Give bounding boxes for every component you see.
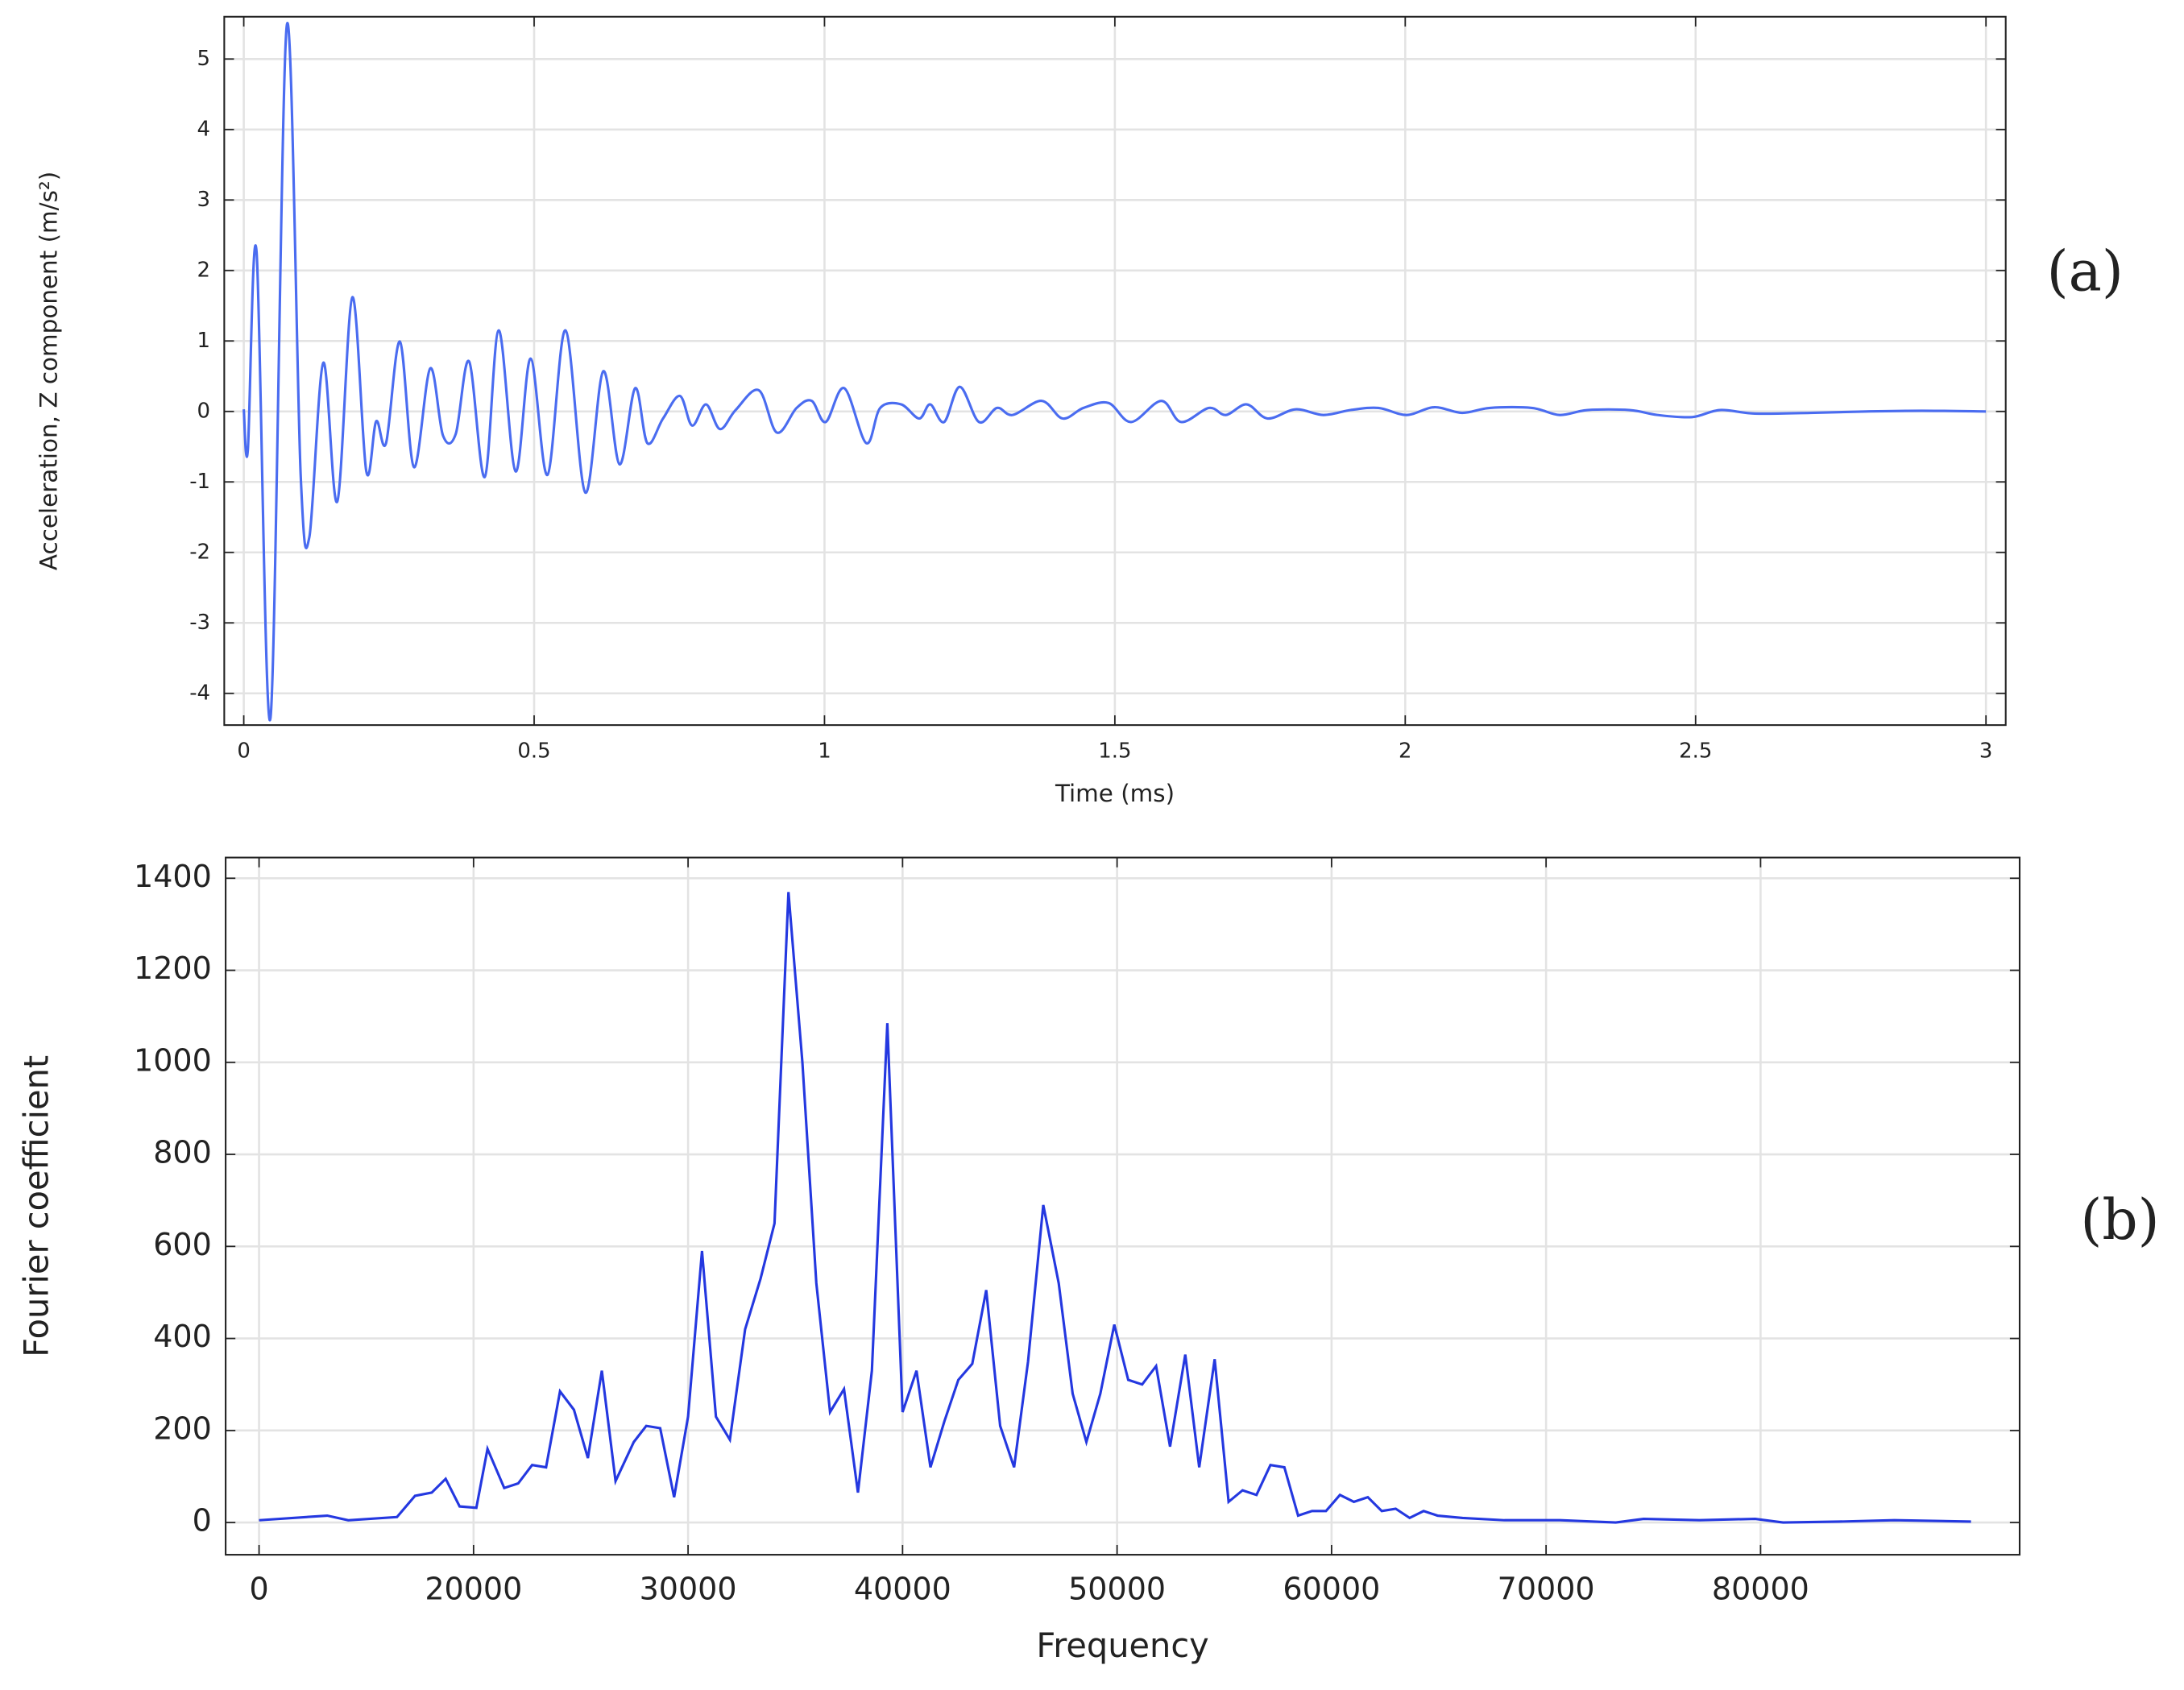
x-tick-label: 3 [1979,739,1993,764]
y-tick-label: 5 [197,47,211,71]
y-tick-label: 200 [153,1410,212,1446]
panel-label: (b) [2080,1188,2159,1253]
y-tick-label: -3 [189,611,210,635]
x-tick-label: 60000 [1283,1572,1380,1607]
y-tick-label: 4 [197,117,211,141]
x-tick-label: 1.5 [1098,739,1131,764]
plot-frame [225,856,2021,1556]
x-tick-label: 50000 [1068,1572,1166,1607]
y-tick-label: 800 [153,1135,212,1170]
y-tick-label: -1 [189,470,210,494]
x-tick-label: 0 [237,739,251,764]
x-tick-label: 20000 [425,1572,522,1607]
y-tick-label: -2 [189,540,210,564]
x-tick-label: 2.5 [1679,739,1712,764]
y-tick-label: 1400 [134,859,212,894]
y-tick-label: 0 [193,1503,212,1539]
x-axis-label: Frequency [1036,1626,1208,1665]
y-tick-label: 600 [153,1227,212,1262]
y-tick-label: 2 [197,258,211,282]
x-tick-label: 1 [818,739,831,764]
data-line [259,892,1971,1524]
x-tick-label: 0.5 [517,739,550,764]
x-axis-label: Time (ms) [1055,780,1175,807]
y-tick-label: 1000 [134,1042,212,1078]
x-tick-label: 70000 [1498,1572,1595,1607]
plot-frame [223,15,2007,727]
y-tick-label: 1200 [134,951,212,986]
x-tick-label: 40000 [854,1572,951,1607]
y-tick-label: 3 [197,188,211,212]
y-tick-label: 400 [153,1319,212,1354]
panel-label: (a) [2047,240,2124,304]
y-axis-label: Acceleration, Z component (m/s²) [35,172,63,570]
y-tick-label: 0 [197,399,211,423]
x-tick-label: 2 [1399,739,1412,764]
x-tick-label: 80000 [1712,1572,1809,1607]
y-axis-label: Fourier coefficient [16,1055,56,1357]
data-line [242,22,1987,722]
y-tick-label: -4 [189,681,210,705]
y-tick-label: 1 [197,329,211,353]
x-tick-label: 30000 [640,1572,737,1607]
x-tick-label: 0 [249,1572,268,1607]
